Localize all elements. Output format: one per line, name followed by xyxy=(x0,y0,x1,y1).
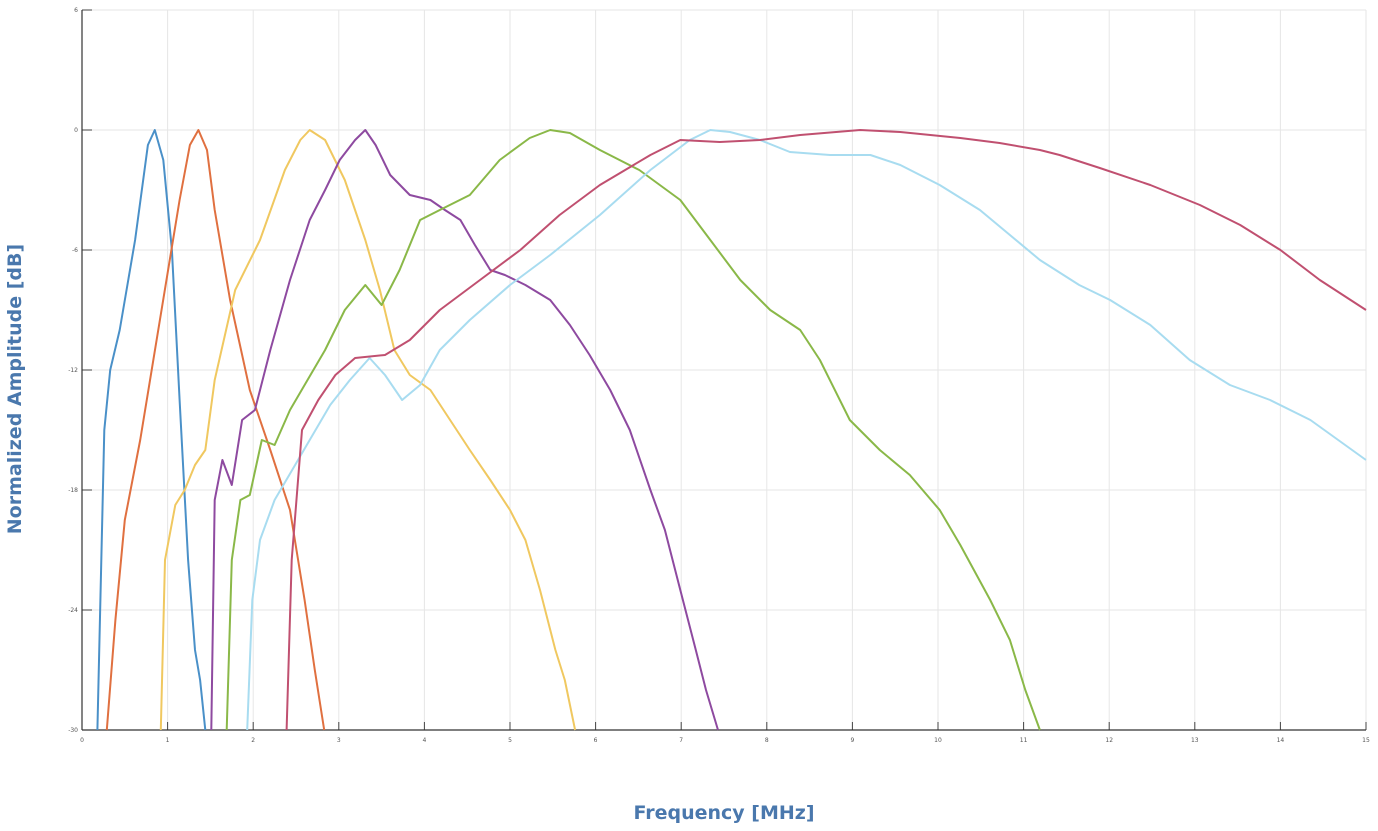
x-tick-label: 3 xyxy=(337,737,341,744)
y-tick-label: 6 xyxy=(74,7,78,14)
x-tick-label: 7 xyxy=(679,737,683,744)
series-line-6 xyxy=(246,129,1367,731)
series-line-4 xyxy=(210,129,719,731)
series-line-2 xyxy=(105,129,326,731)
x-tick-label: 11 xyxy=(1020,737,1028,744)
x-tick-label: 15 xyxy=(1362,737,1370,744)
x-tick-label: 9 xyxy=(850,737,854,744)
x-tick-label: 1 xyxy=(166,737,170,744)
x-tick-label: 4 xyxy=(422,737,426,744)
x-axis-label: Frequency [MHz] xyxy=(633,802,815,824)
y-tick-label: -30 xyxy=(68,727,78,734)
x-tick-label: 5 xyxy=(508,737,512,744)
y-tick-label: -24 xyxy=(68,607,78,614)
series-line-1 xyxy=(96,129,207,731)
x-tick-label: 0 xyxy=(80,737,84,744)
series-line-7 xyxy=(285,129,1367,731)
x-tick-label: 14 xyxy=(1277,737,1285,744)
x-tick-label: 12 xyxy=(1105,737,1113,744)
x-tick-label: 13 xyxy=(1191,737,1199,744)
y-tick-label: -6 xyxy=(72,247,78,254)
x-tick-label: 8 xyxy=(765,737,769,744)
x-tick-label: 10 xyxy=(934,737,942,744)
series-line-3 xyxy=(159,129,577,731)
y-tick-label: -12 xyxy=(68,367,78,374)
x-tick-label: 2 xyxy=(251,737,255,744)
y-tick-label: -18 xyxy=(68,487,78,494)
y-axis-label: Normalized Amplitude [dB] xyxy=(4,243,26,535)
y-tick-label: 0 xyxy=(74,127,78,134)
x-tick-label: 6 xyxy=(594,737,598,744)
series-line-5 xyxy=(225,129,1041,731)
